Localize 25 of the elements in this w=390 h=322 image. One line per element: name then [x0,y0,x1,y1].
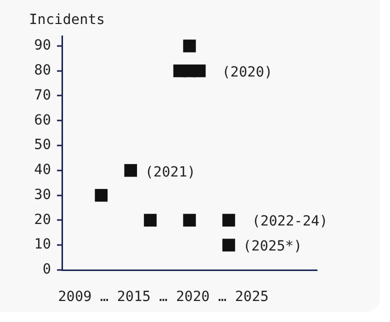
y-tick-label: 60 [34,112,51,128]
y-tick-label: 70 [34,87,51,104]
annotation: (2021) [145,164,196,181]
point [124,164,138,177]
y-axis-title: Incidents [29,12,105,28]
y-tick-label: 90 [34,38,51,54]
point [173,64,186,78]
y-tick-label: 0 [42,262,51,278]
point [222,238,236,252]
x-axis-title: 2009 … 2015 … 2020 … 2025 [58,289,269,305]
point [222,214,236,227]
y-tick-label: 30 [34,186,51,203]
point [94,188,108,202]
point [192,64,206,78]
y-tick-label: 50 [34,137,51,154]
y-tick-label: 40 [34,162,51,178]
y-tick-label: 10 [34,236,51,253]
annotation: (2025*) [243,238,302,255]
annotation: (2022-24) [252,214,328,230]
point [183,214,196,227]
point [144,214,157,227]
y-tick-label: 80 [34,62,51,78]
point [183,40,196,52]
y-tick-label: 20 [34,212,51,228]
annotation: (2020) [222,64,273,81]
